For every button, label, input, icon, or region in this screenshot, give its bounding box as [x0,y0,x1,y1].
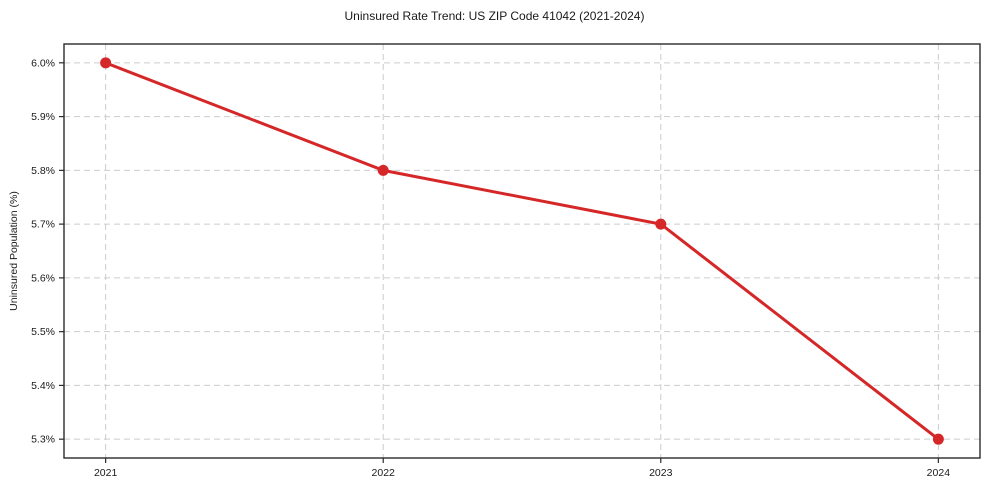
y-tick-label: 5.8% [31,165,55,177]
y-tick-label: 5.3% [31,434,55,446]
x-tick-label: 2022 [372,467,396,479]
y-tick-label: 5.6% [31,272,55,284]
trend-line [104,61,940,441]
data-point [932,433,944,445]
x-tick-label: 2023 [649,467,673,479]
y-tick-label: 5.7% [31,219,55,231]
data-point [655,218,667,230]
y-tick-label: 6.0% [31,57,55,69]
plot-border [63,43,981,459]
chart-title: Uninsured Rate Trend: US ZIP Code 41042 … [344,9,645,23]
data-point [100,57,112,69]
x-tick-label: 2021 [94,467,118,479]
y-tick-label: 5.4% [31,380,55,392]
x-tick-label: 2024 [927,467,951,479]
data-point [377,164,389,176]
y-tick-label: 5.5% [31,326,55,338]
y-tick-label: 5.9% [31,111,55,123]
